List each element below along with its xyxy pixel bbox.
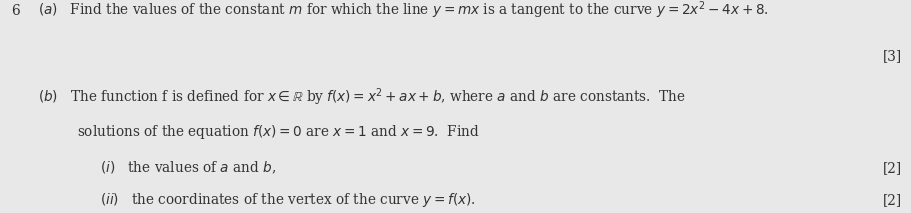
Text: $\mathit{(a)}$   Find the values of the constant $m$ for which the line $y=mx$ i: $\mathit{(a)}$ Find the values of the co… — [38, 0, 769, 21]
Text: [2]: [2] — [883, 161, 902, 176]
Text: $\mathit{(ii)}$   the coordinates of the vertex of the curve $y = f(x)$.: $\mathit{(ii)}$ the coordinates of the v… — [100, 191, 476, 209]
Text: [3]: [3] — [883, 49, 902, 63]
Text: $\mathit{(i)}$   the values of $a$ and $b$,: $\mathit{(i)}$ the values of $a$ and $b$… — [100, 160, 276, 176]
Text: $\mathit{(b)}$   The function f is defined for $x \in \mathbb{R}$ by $f(x) = x^2: $\mathit{(b)}$ The function f is defined… — [38, 87, 686, 108]
Text: 6: 6 — [11, 4, 20, 18]
Text: [2]: [2] — [883, 193, 902, 207]
Text: solutions of the equation $f(x) = 0$ are $x = 1$ and $x = 9$.  Find: solutions of the equation $f(x) = 0$ are… — [77, 123, 480, 141]
